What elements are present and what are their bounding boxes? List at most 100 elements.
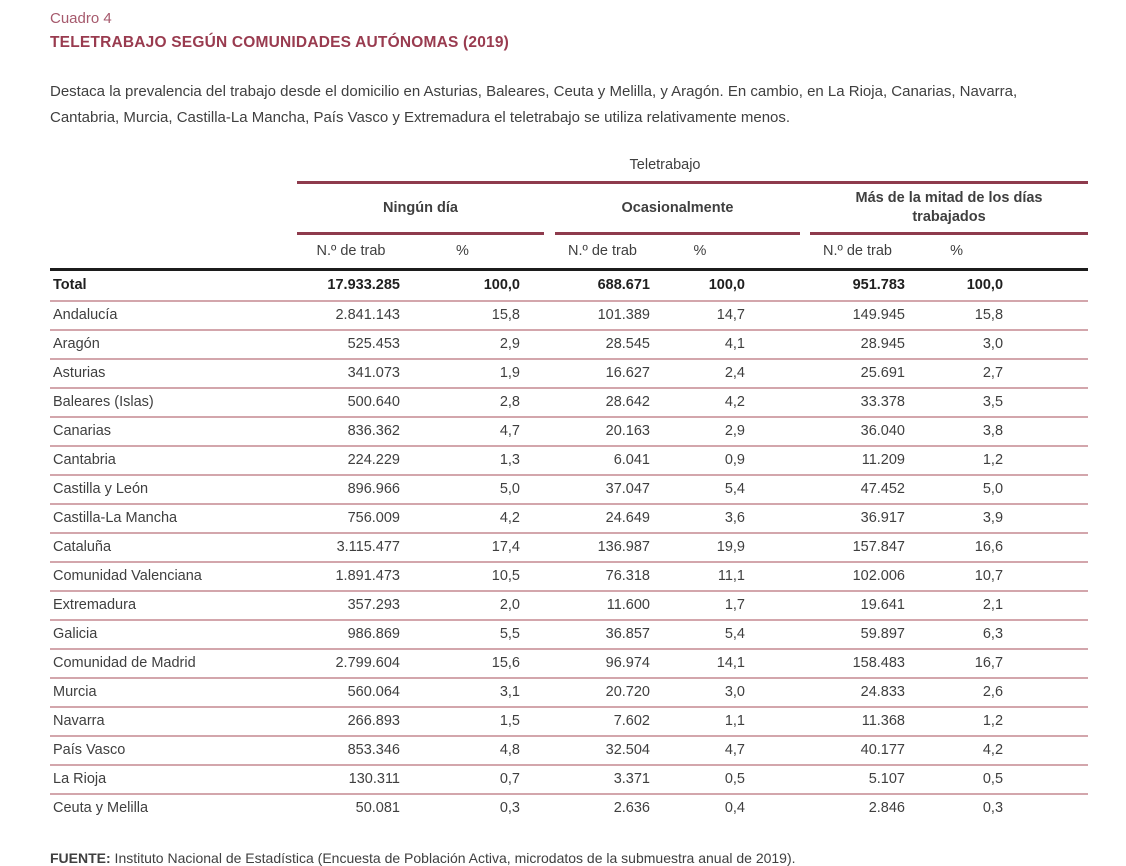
group-rule-mitad-dias: Más de la mitad de los días trabajados <box>810 184 1089 235</box>
span-header-teletrabajo: Teletrabajo <box>297 152 1089 184</box>
ningun-dia-count-cell: 525.453 <box>297 329 405 359</box>
table-row: Ceuta y Melilla 50.081 0,3 2.636 0,4 2.846 0,3 <box>50 793 1089 822</box>
mitad-dias-count-cell: 158.483 <box>805 648 910 678</box>
ningun-dia-count-cell: 1.891.473 <box>297 561 405 591</box>
mitad-dias-pct-cell: 100,0 <box>966 277 1004 293</box>
ningun-dia-pct-cell: 17,4 <box>405 532 550 562</box>
ocasionalmente-pct-cell: 4,7 <box>655 735 805 765</box>
mitad-dias-pct-cell: 2,1 <box>910 590 1089 620</box>
group-header-ningun-dia: Ningún día <box>297 183 550 235</box>
region-name-cell: La Rioja <box>50 764 297 794</box>
table-number-kicker: Cuadro 4 <box>50 10 112 27</box>
ocasionalmente-pct-cell: 3,0 <box>655 677 805 707</box>
table-row: Andalucía 2.841.143 15,8 101.389 14,7 149.945… <box>50 300 1089 330</box>
mitad-dias-count-cell: 36.917 <box>805 503 910 533</box>
region-name-cell: Ceuta y Melilla <box>50 793 297 822</box>
source-text: Instituto Nacional de Estadística (Encue… <box>110 850 796 866</box>
table-header: Teletrabajo Ningún día Ocasionalmente <box>50 152 1089 271</box>
ocasionalmente-pct-cell: 14,7 <box>655 300 805 330</box>
region-name-cell: Aragón <box>50 329 297 359</box>
ningun-dia-pct-cell: 4,8 <box>405 735 550 765</box>
ocasionalmente-pct-cell: 19,9 <box>655 532 805 562</box>
ningun-dia-count-cell: 896.966 <box>297 474 405 504</box>
ningun-dia-count-cell: 2.841.143 <box>297 300 405 330</box>
ningun-dia-count-cell: 756.009 <box>297 503 405 533</box>
ocasionalmente-pct-cell: 2,9 <box>655 416 805 446</box>
mitad-dias-pct-cell: 1,2 <box>910 445 1089 475</box>
ocasionalmente-count-cell: 28.642 <box>550 387 655 417</box>
ningun-dia-pct-cell: 10,5 <box>405 561 550 591</box>
mitad-dias-count-cell: 102.006 <box>805 561 910 591</box>
ningun-dia-count-cell: 224.229 <box>297 445 405 475</box>
ocasionalmente-count-cell: 136.987 <box>550 532 655 562</box>
subheader-ningun-dia-count: N.º de trab <box>297 235 405 271</box>
source-label: FUENTE: <box>50 850 111 866</box>
mitad-dias-pct-cell: 15,8 <box>910 300 1089 330</box>
empty-corner-cell <box>50 152 297 183</box>
ocasionalmente-pct-cell: 1,7 <box>655 590 805 620</box>
region-name-cell: Andalucía <box>50 300 297 330</box>
page-title: TELETRABAJO SEGÚN COMUNIDADES AUTÓNOMAS … <box>50 34 510 51</box>
mitad-dias-pct-cell: 10,7 <box>910 561 1089 591</box>
region-name-cell: Total <box>53 277 87 293</box>
subheader-ningun-dia-pct: % <box>405 235 550 271</box>
region-name-cell: Cataluña <box>50 532 297 562</box>
ocasionalmente-count-cell: 7.602 <box>550 706 655 736</box>
ocasionalmente-count-cell: 32.504 <box>550 735 655 765</box>
ocasionalmente-count-cell: 3.371 <box>550 764 655 794</box>
empty-corner-cell <box>50 235 297 271</box>
mitad-dias-count-cell: 59.897 <box>805 619 910 649</box>
ningun-dia-count-cell: 836.362 <box>297 416 405 446</box>
ocasionalmente-count-cell: 688.671 <box>597 277 650 293</box>
span-header-row: Teletrabajo <box>50 152 1089 184</box>
ocasionalmente-pct-cell: 0,9 <box>655 445 805 475</box>
table-row: Total 17.933.285 100,0 688.671 100,0 951.783 1… <box>50 270 1088 302</box>
intro-paragraph: Destaca la prevalencia del trabajo desde… <box>50 83 1018 126</box>
ocasionalmente-pct-cell: 0,4 <box>655 793 805 822</box>
ocasionalmente-count-cell: 20.720 <box>550 677 655 707</box>
mitad-dias-count-cell: 11.209 <box>805 445 910 475</box>
ocasionalmente-count-cell: 76.318 <box>550 561 655 591</box>
ocasionalmente-count-cell: 96.974 <box>550 648 655 678</box>
ningun-dia-count-cell: 2.799.604 <box>297 648 405 678</box>
region-name-cell: Galicia <box>50 619 297 649</box>
ocasionalmente-count-cell: 11.600 <box>550 590 655 620</box>
subheader-mitad-dias-pct: % <box>910 235 1089 271</box>
ningun-dia-pct-cell: 1,5 <box>405 706 550 736</box>
ocasionalmente-pct-cell: 4,2 <box>655 387 805 417</box>
subheader-mitad-dias-count: N.º de trab <box>805 235 910 271</box>
ningun-dia-count-cell: 266.893 <box>297 706 405 736</box>
ningun-dia-pct-cell: 15,6 <box>405 648 550 678</box>
ningun-dia-pct-cell: 5,0 <box>405 474 550 504</box>
table-row: Comunidad Valenciana 1.891.473 10,5 76.318 1… <box>50 561 1089 591</box>
ocasionalmente-count-cell: 36.857 <box>550 619 655 649</box>
ningun-dia-pct-cell: 3,1 <box>405 677 550 707</box>
subheader-ocasionalmente-pct: % <box>655 235 805 271</box>
mitad-dias-count-cell: 2.846 <box>805 793 910 822</box>
mitad-dias-count-cell: 157.847 <box>805 532 910 562</box>
mitad-dias-pct-cell: 16,7 <box>910 648 1089 678</box>
group-rule-ningun-dia: Ningún día <box>297 184 544 235</box>
table-row: Castilla-La Mancha 756.009 4,2 24.649 3,6 36.… <box>50 503 1089 533</box>
mitad-dias-count-cell: 25.691 <box>805 358 910 388</box>
mitad-dias-pct-cell: 3,9 <box>910 503 1089 533</box>
ocasionalmente-count-cell: 24.649 <box>550 503 655 533</box>
mitad-dias-count-cell: 951.783 <box>852 277 905 293</box>
region-name-cell: Asturias <box>50 358 297 388</box>
ningun-dia-pct-cell: 5,5 <box>405 619 550 649</box>
group-rule-ocasionalmente: Ocasionalmente <box>555 184 800 235</box>
subheader-ocasionalmente-count: N.º de trab <box>550 235 655 271</box>
ocasionalmente-pct-cell: 11,1 <box>655 561 805 591</box>
ningun-dia-pct-cell: 2,9 <box>405 329 550 359</box>
ningun-dia-pct-cell: 4,7 <box>405 416 550 446</box>
ocasionalmente-count-cell: 2.636 <box>550 793 655 822</box>
ningun-dia-count-cell: 560.064 <box>297 677 405 707</box>
mitad-dias-count-cell: 47.452 <box>805 474 910 504</box>
content-area: Cuadro 4 TELETRABAJO SEGÚN COMUNIDADES A… <box>50 10 1089 866</box>
ocasionalmente-count-cell: 20.163 <box>550 416 655 446</box>
ningun-dia-count-cell: 853.346 <box>297 735 405 765</box>
sub-header-row: N.º de trab % N.º de trab % N.º de trab … <box>50 235 1089 271</box>
table-body: Total 17.933.285 100,0 688.671 100,0 951.783 1… <box>50 270 1089 822</box>
mitad-dias-count-cell: 19.641 <box>805 590 910 620</box>
